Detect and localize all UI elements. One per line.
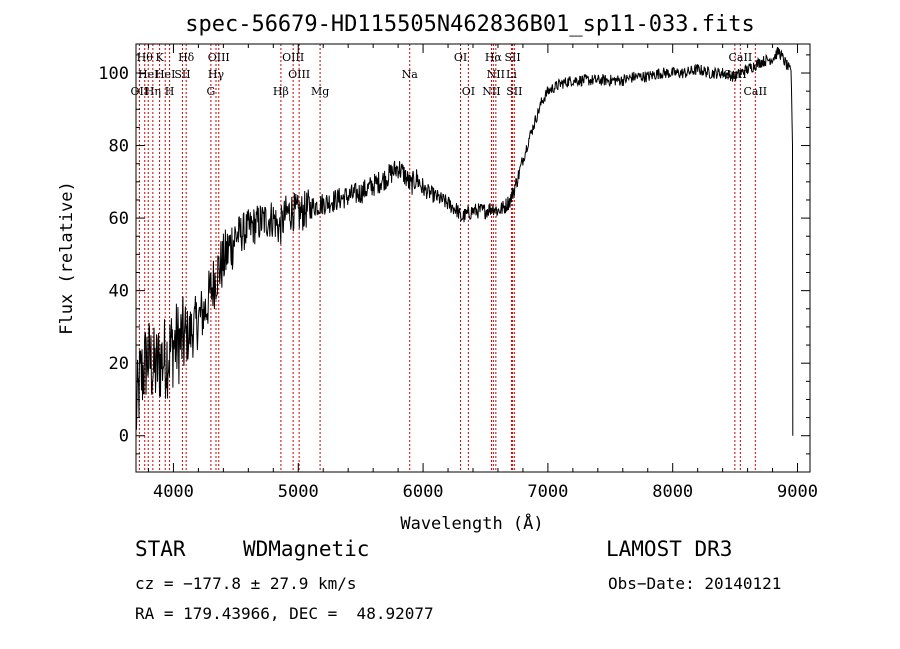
spectral-line-label: HeI: [155, 68, 175, 81]
spectral-line-label: Mg: [311, 85, 329, 98]
series-layer: [135, 46, 794, 436]
spectral-line-label: SII: [504, 51, 520, 64]
spectral-line-label: SII: [174, 68, 190, 81]
spectral-line-label: CaII: [743, 85, 767, 98]
spectral-line-label: G: [206, 85, 215, 98]
plot-frame: [135, 43, 811, 473]
y-tick-label: 0: [119, 427, 129, 447]
spectral-line-label: Li: [506, 68, 517, 81]
spectral-line-label: OI: [462, 85, 475, 98]
spectral-line-label: NII: [487, 68, 505, 81]
y-axis-label: Flux (relative): [57, 181, 77, 335]
survey-name: LAMOST DR3: [606, 537, 733, 561]
spectral-line-label: K: [155, 51, 164, 64]
spectral-line-label: Hα: [485, 51, 503, 64]
x-tick-label: 6000: [403, 482, 444, 502]
spectrum-line: [135, 46, 794, 436]
spectral-line-label: H: [165, 85, 175, 98]
spectral-line-label: Hβ: [273, 85, 289, 98]
spectral-line-label: OIII: [288, 68, 310, 81]
spectral-line-label: Hγ: [208, 68, 225, 81]
x-tick-label: 9000: [777, 482, 818, 502]
spectral-line-label: Na: [402, 68, 419, 81]
ticks-layer: 4000 5000 6000 7000 8000 9000 0 20 40 60 80 100: [98, 44, 818, 502]
x-tick-label: 5000: [278, 482, 319, 502]
line-labels-layer: OIIHθHeIHηKHeIHSIIHδGHγOIIIHβOIIIOIIIMgN…: [131, 51, 768, 98]
spectral-line-label: SII: [506, 85, 522, 98]
spectral-line-label: CaII: [729, 51, 753, 64]
y-tick-label: 80: [109, 137, 129, 157]
object-class: STAR: [135, 537, 186, 561]
coordinates: RA = 179.43966, DEC = 48.92077: [135, 604, 434, 623]
y-tick-label: 20: [109, 354, 129, 374]
object-subclass: WDMagnetic: [243, 537, 370, 561]
x-axis-label: Wavelength (Å): [400, 512, 543, 534]
spectral-line-label: NII: [482, 85, 500, 98]
spectral-line-label: HeI: [138, 68, 158, 81]
x-tick-label: 7000: [527, 482, 568, 502]
y-tick-label: 100: [98, 64, 129, 84]
x-tick-label: 8000: [652, 482, 693, 502]
redshift-velocity: cz = −177.8 ± 27.9 km/s: [135, 574, 357, 593]
spectral-line-label: Hδ: [178, 51, 195, 64]
spectral-line-label: OII: [131, 85, 149, 98]
spectral-line-label: CaII: [723, 68, 747, 81]
chart-title: spec-56679-HD115505N462836B01_sp11-033.f…: [185, 12, 755, 37]
y-tick-label: 40: [109, 282, 129, 302]
spectral-lines-layer: [138, 44, 756, 472]
y-tick-label: 60: [109, 209, 129, 229]
spectral-line-label: OI: [454, 51, 467, 64]
spectral-line-label: Hθ: [137, 51, 154, 64]
spectral-line-label: OIII: [208, 51, 230, 64]
spectral-line-label: Hη: [145, 85, 161, 98]
spectral-line-label: OIII: [282, 51, 304, 64]
x-tick-label: 4000: [153, 482, 194, 502]
observation-date: Obs−Date: 20140121: [608, 574, 782, 593]
